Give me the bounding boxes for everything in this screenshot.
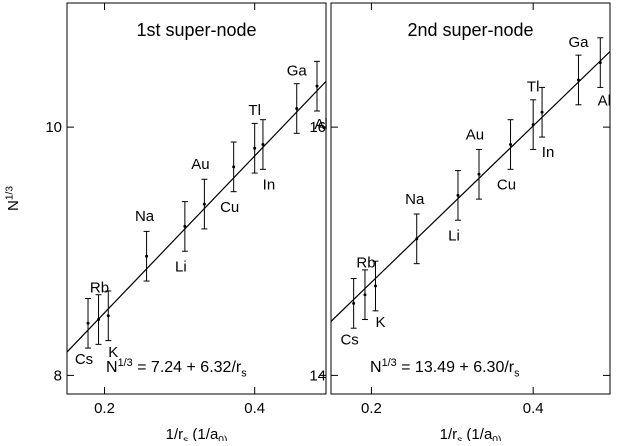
fit-equation: N1/3 = 7.24 + 6.32/rs​ bbox=[106, 357, 247, 380]
y-tick-label: 10 bbox=[45, 119, 62, 136]
point-label: Na bbox=[405, 191, 425, 208]
point-label: Al bbox=[598, 93, 611, 110]
point-label: Rb bbox=[356, 255, 375, 272]
point-label: Ga bbox=[568, 34, 589, 51]
point-label: Rb bbox=[90, 280, 109, 297]
data-point bbox=[145, 254, 149, 258]
point-label: Tl bbox=[527, 79, 540, 96]
y-axis-label: N1/3​ bbox=[4, 186, 22, 211]
data-point bbox=[415, 237, 419, 241]
point-label: Li bbox=[448, 227, 460, 244]
point-label: In bbox=[542, 144, 555, 161]
x-tick-label: 0.4 bbox=[244, 400, 265, 417]
data-point bbox=[477, 172, 481, 176]
panel-title: 1st super-node bbox=[136, 20, 256, 40]
point-label: Au bbox=[191, 156, 209, 173]
data-point bbox=[202, 202, 206, 206]
data-point bbox=[576, 78, 580, 82]
point-label: Li bbox=[175, 258, 187, 275]
data-point bbox=[363, 293, 367, 297]
x-axis-label: 1/rs (1/a0)​ bbox=[166, 426, 228, 441]
data-point bbox=[253, 146, 257, 150]
point-label: Tl bbox=[248, 102, 261, 119]
fit-line bbox=[331, 51, 610, 322]
point-label: Cs bbox=[75, 351, 93, 368]
x-tick-label: 0.4 bbox=[523, 400, 544, 417]
fit-line bbox=[67, 80, 326, 353]
chart-panel-1: 0.2 0.4 8 10 Cs Rb K Na Li Au Cu Tl In Ga Al 1st super-… bbox=[4, 2, 328, 446]
data-point bbox=[261, 143, 265, 147]
point-label: In bbox=[263, 177, 276, 194]
data-point bbox=[315, 84, 319, 88]
point-label: Cu bbox=[497, 177, 516, 194]
point-label: K bbox=[375, 314, 385, 331]
data-point bbox=[531, 123, 535, 127]
point-label: Cu bbox=[220, 199, 239, 216]
point-label: Au bbox=[466, 126, 484, 143]
point-label: K bbox=[108, 344, 118, 361]
data-point bbox=[86, 321, 90, 325]
data-point bbox=[540, 110, 544, 114]
y-tick-label: 16 bbox=[309, 119, 326, 136]
data-point bbox=[352, 301, 356, 305]
y-tick-label: 8 bbox=[54, 367, 62, 384]
x-axis-label: 1/rs (1/a0)​ bbox=[440, 426, 502, 441]
point-label: Na bbox=[135, 208, 155, 225]
data-point bbox=[295, 107, 299, 111]
data-point bbox=[598, 61, 602, 65]
plot-frame bbox=[66, 2, 327, 395]
x-tick-label: 0.2 bbox=[361, 400, 382, 417]
data-point bbox=[509, 143, 513, 147]
point-label: Ga bbox=[287, 63, 308, 80]
data-point bbox=[456, 193, 460, 197]
panel-title: 2nd super-node bbox=[407, 20, 533, 40]
data-point bbox=[183, 224, 187, 228]
plot-frame bbox=[330, 2, 611, 395]
chart-panel-2: 0.2 0.4 14 16 Cs Rb K Na Li Au Cu Tl In Ga Al 2nd super… bbox=[309, 2, 611, 446]
data-point bbox=[106, 314, 110, 318]
point-label: Al bbox=[314, 116, 327, 133]
y-tick-label: 14 bbox=[309, 367, 326, 384]
data-point bbox=[232, 165, 236, 169]
x-tick-label: 0.2 bbox=[94, 400, 115, 417]
data-point bbox=[373, 284, 377, 288]
data-point bbox=[97, 318, 101, 322]
point-label: Cs bbox=[340, 331, 358, 348]
fit-equation: N1/3 = 13.49 + 6.30/rs​ bbox=[370, 357, 520, 380]
